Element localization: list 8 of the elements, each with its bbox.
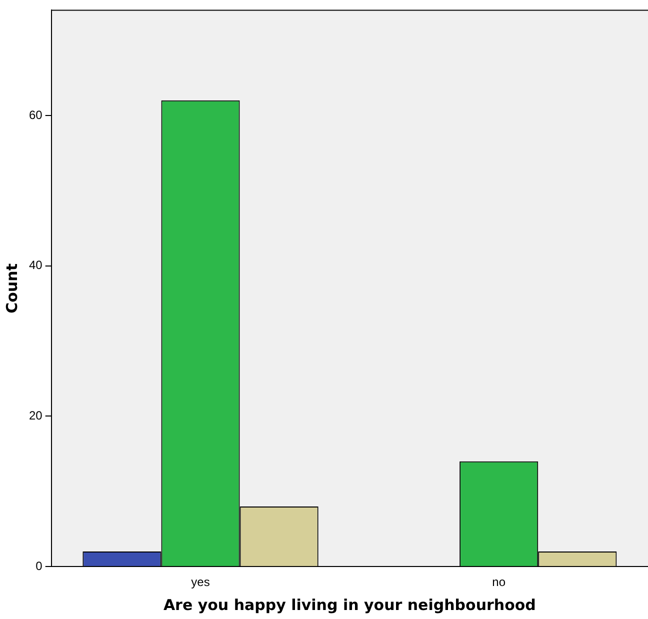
y-tick-label: 60 (28, 108, 43, 122)
x-axis-title: Are you happy living in your neighbourhood (163, 596, 536, 614)
y-tick-label: 20 (28, 408, 43, 423)
y-tick-label: 0 (36, 558, 43, 573)
x-tick-label: yes (191, 575, 210, 590)
x-tick-label: no (492, 575, 506, 590)
y-tick-label: 40 (28, 258, 43, 272)
y-axis-title: Count (2, 263, 21, 314)
